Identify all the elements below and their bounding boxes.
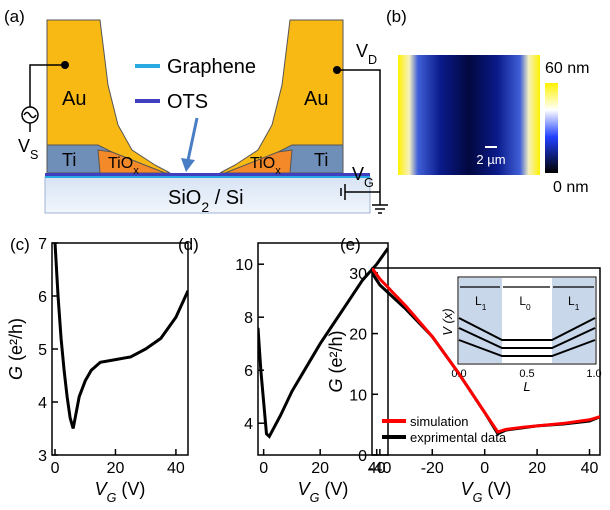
y-tick-label: 5 [38,342,47,359]
ots-layer [45,173,370,176]
x-tick-label: 20 [311,460,329,477]
colorbar [545,83,558,173]
text-part: TiO [108,155,133,172]
x-tick-label: 0 [480,460,489,477]
text-part: / Si [209,187,243,209]
panel-label: (b) [386,7,407,26]
text-part: S [30,148,38,162]
x-tick-label: 0 [51,460,60,477]
y-tick-label: 3 [38,448,47,465]
data-line [55,243,188,429]
text-part: TiO [250,155,275,172]
text-part: V [18,136,30,156]
y-tick-label: 4 [38,395,47,412]
y-tick-label: 7 [38,236,47,253]
ti-label: Ti [62,150,76,170]
text-part: 2 [201,199,209,215]
text-part: G [6,366,26,380]
text-part: 1 [575,302,580,312]
panel-label: (e) [340,235,361,254]
y-tick-label: 10 [349,387,367,404]
inset: L0 L1 L1 V (x) 0.0 0.5 1.0 L [440,277,602,394]
legend-label: exprimental data [410,430,507,445]
text-part: SiO [168,187,201,209]
text-part: V [356,41,368,61]
inset-ylabel: V (x) [440,308,455,335]
text-part: V [352,164,364,184]
vs-label: VS [18,136,38,162]
text-part: (V) [482,479,511,499]
x-axis-label: VG (V) [461,479,512,505]
arrow-head [181,158,195,172]
x-tick-label: -20 [421,460,444,477]
data-line [258,248,388,436]
text-part: G [310,491,320,505]
y-tick-label: 10 [235,257,253,274]
x-axis-label: VG (V) [95,479,146,505]
text-part: (e²/h) [326,330,346,378]
y-tick-label: 30 [349,266,367,283]
au-label: Au [62,88,86,110]
device-diagram [22,20,388,213]
text-part: 0 [526,302,531,312]
y-axis-label: G (e²/h) [326,330,346,392]
text-part: D [368,53,377,67]
legend-label: OTS [167,91,208,113]
x-tick-label: 40 [167,460,185,477]
y-tick-label: 4 [244,416,253,433]
legend-label: Graphene [167,56,256,78]
vd-label: VD [356,41,377,67]
text-part: 1 [482,302,487,312]
text-part: (V) [319,479,348,499]
panel-label: (c) [10,235,30,254]
x-tick-label: 40 [581,460,599,477]
figure: (a) Graphene OTS Au Au Ti Ti TiOx TiOx S… [0,0,610,510]
contact-dot [61,61,69,69]
text-part: x [133,165,139,177]
colorbar-min: 0 nm [553,179,589,196]
text-part: G [473,491,483,505]
text-part: G [107,491,117,505]
legend-label: simulation [410,414,469,429]
text-part: (e²/h) [6,318,26,366]
y-tick-label: 8 [244,310,253,327]
graphene-layer [45,176,370,178]
panel-label: (a) [4,7,25,26]
contact-dot [333,66,341,74]
text-part: G [326,379,346,393]
y-tick-label: 0 [358,448,367,465]
ti-label: Ti [314,150,328,170]
x-tick-label: 20 [528,460,546,477]
x-tick-label: 0 [259,460,268,477]
y-axis-label: G (e²/h) [6,318,26,380]
scale-label: 2 µm [476,152,505,167]
afm-image [398,55,540,175]
text-part: (V) [116,479,145,499]
colorbar-max: 60 nm [545,60,589,77]
inset-xlabel: L [523,379,530,394]
x-axis-label: VG (V) [298,479,349,505]
x-tick-label: -40 [368,460,391,477]
text-part: x [275,165,281,177]
y-tick-label: 6 [244,363,253,380]
y-tick-label: 20 [349,327,367,344]
text-part: G [364,176,374,190]
arrow [187,118,197,165]
x-tick-label: 20 [107,460,125,477]
au-label: Au [304,88,328,110]
y-tick-label: 6 [38,289,47,306]
